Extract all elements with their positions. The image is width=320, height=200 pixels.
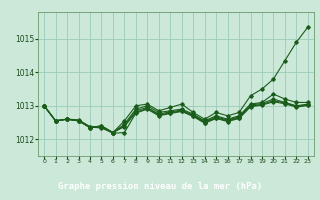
Text: Graphe pression niveau de la mer (hPa): Graphe pression niveau de la mer (hPa) bbox=[58, 182, 262, 191]
